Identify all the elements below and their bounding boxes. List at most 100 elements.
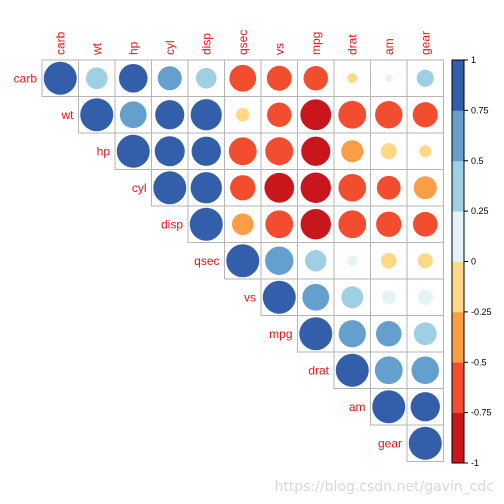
col-label-drat: drat bbox=[345, 34, 359, 55]
col-label-qsec: qsec bbox=[236, 30, 250, 55]
corr-circle-vs-mpg bbox=[302, 283, 330, 311]
corr-circle-hp-vs bbox=[265, 137, 294, 166]
row-label-carb: carb bbox=[14, 71, 38, 85]
corr-circle-carb-carb bbox=[43, 61, 77, 95]
legend-tick-label: -1 bbox=[471, 458, 479, 468]
corr-circle-am-gear bbox=[410, 392, 440, 422]
corr-circle-cyl-vs bbox=[264, 172, 295, 203]
corr-circle-cyl-am bbox=[376, 175, 401, 200]
row-label-hp: hp bbox=[97, 144, 111, 158]
col-label-hp: hp bbox=[126, 41, 140, 55]
corr-circle-vs-vs bbox=[262, 280, 296, 314]
watermark-text: https://blog.csdn.net/gavin_cdc bbox=[274, 479, 494, 495]
corr-circle-am-am bbox=[372, 390, 406, 424]
col-label-mpg: mpg bbox=[309, 32, 323, 55]
corr-circle-cyl-disp bbox=[190, 172, 222, 204]
corr-circle-carb-vs bbox=[266, 65, 292, 91]
color-legend: 1 0.75 0.5 0.25 0 -0.25 -0.5 -0.75 -1 bbox=[451, 55, 492, 468]
corr-circle-disp-drat bbox=[338, 210, 367, 239]
row-label-mpg: mpg bbox=[269, 327, 292, 341]
corr-circle-mpg-gear bbox=[413, 322, 437, 346]
col-label-gear: gear bbox=[418, 31, 432, 55]
corr-circle-hp-hp bbox=[116, 134, 150, 168]
legend-tick-label: -0.75 bbox=[471, 408, 492, 418]
legend-tick-label: 0.5 bbox=[471, 156, 484, 166]
row-label-wt: wt bbox=[61, 108, 75, 122]
row-label-cyl: cyl bbox=[132, 181, 147, 195]
corr-circle-disp-qsec bbox=[231, 213, 254, 236]
legend-tick-label: -0.25 bbox=[471, 307, 492, 317]
corr-circle-qsec-mpg bbox=[305, 250, 327, 272]
corr-circle-hp-disp bbox=[191, 136, 221, 166]
correlation-cells bbox=[41, 59, 444, 462]
corr-circle-carb-wt bbox=[85, 67, 108, 90]
legend-swatch bbox=[452, 311, 464, 363]
corr-circle-cyl-gear bbox=[413, 176, 437, 200]
row-label-disp: disp bbox=[161, 217, 183, 231]
col-label-wt: wt bbox=[90, 42, 104, 56]
corr-circle-vs-drat bbox=[341, 286, 364, 309]
corr-circle-cyl-drat bbox=[338, 173, 367, 202]
corr-circle-wt-cyl bbox=[155, 100, 185, 130]
corr-circle-disp-disp bbox=[189, 207, 223, 241]
corr-circle-gear-gear bbox=[408, 426, 442, 460]
corr-circle-carb-disp bbox=[195, 67, 217, 89]
corr-circle-disp-mpg bbox=[300, 209, 331, 240]
col-label-carb: carb bbox=[53, 31, 67, 55]
corr-circle-carb-cyl bbox=[157, 66, 182, 91]
row-label-am: am bbox=[349, 400, 366, 414]
corr-circle-cyl-qsec bbox=[230, 175, 256, 201]
row-label-gear: gear bbox=[378, 436, 402, 450]
row-label-drat: drat bbox=[308, 363, 329, 377]
corr-circle-wt-wt bbox=[80, 98, 114, 132]
row-label-qsec: qsec bbox=[194, 254, 219, 268]
corr-circle-carb-am bbox=[384, 74, 393, 83]
corr-circle-wt-vs bbox=[267, 102, 292, 127]
corr-circle-disp-vs bbox=[265, 210, 294, 239]
corr-circle-disp-am bbox=[376, 211, 402, 237]
legend-tick-label: -0.5 bbox=[471, 357, 487, 367]
corr-circle-hp-cyl bbox=[154, 136, 185, 167]
corr-circle-wt-qsec bbox=[235, 107, 250, 122]
corr-circle-carb-qsec bbox=[229, 64, 257, 92]
corr-circle-qsec-qsec bbox=[226, 244, 260, 278]
corr-circle-wt-am bbox=[375, 101, 403, 129]
legend-swatch bbox=[452, 110, 464, 162]
legend-swatch bbox=[452, 412, 464, 464]
corr-circle-qsec-vs bbox=[265, 246, 294, 275]
legend-swatch bbox=[452, 160, 464, 212]
corr-circle-mpg-mpg bbox=[299, 317, 333, 351]
corr-circle-vs-am bbox=[381, 290, 396, 305]
corr-circle-hp-mpg bbox=[301, 136, 331, 166]
corr-circle-wt-disp bbox=[190, 99, 222, 131]
corr-circle-qsec-gear bbox=[417, 253, 433, 269]
legend-tick-label: 1 bbox=[471, 55, 476, 65]
legend-tick-label: 0.25 bbox=[471, 206, 489, 216]
corr-circle-disp-gear bbox=[412, 211, 438, 237]
cell-hp-gear bbox=[406, 132, 444, 170]
col-label-cyl: cyl bbox=[163, 40, 177, 55]
corr-circle-drat-drat bbox=[335, 353, 369, 387]
corr-circle-carb-hp bbox=[118, 63, 148, 93]
corr-circle-mpg-drat bbox=[338, 320, 366, 348]
row-label-vs: vs bbox=[244, 290, 256, 304]
legend-tick-label: 0 bbox=[471, 257, 476, 267]
legend-swatch bbox=[452, 261, 464, 313]
corr-circle-qsec-drat bbox=[347, 255, 358, 266]
corr-circle-cyl-cyl bbox=[153, 171, 187, 205]
corr-circle-hp-qsec bbox=[228, 137, 257, 166]
corr-circle-wt-drat bbox=[338, 100, 367, 129]
col-label-vs: vs bbox=[272, 43, 286, 55]
corr-circle-drat-am bbox=[374, 356, 403, 385]
corr-circle-carb-drat bbox=[347, 73, 358, 84]
corr-circle-wt-mpg bbox=[300, 99, 332, 131]
corr-circle-mpg-am bbox=[375, 320, 402, 347]
corr-circle-carb-mpg bbox=[303, 66, 328, 91]
legend-tick-label: 0.75 bbox=[471, 105, 489, 115]
corr-circle-carb-gear bbox=[416, 69, 434, 87]
row-labels: carb wt hp cyl disp qsec vs mpg drat am gear bbox=[14, 71, 402, 450]
corr-circle-cyl-mpg bbox=[300, 172, 331, 203]
corr-circle-hp-gear bbox=[419, 145, 432, 158]
corr-circle-hp-am bbox=[380, 143, 397, 160]
